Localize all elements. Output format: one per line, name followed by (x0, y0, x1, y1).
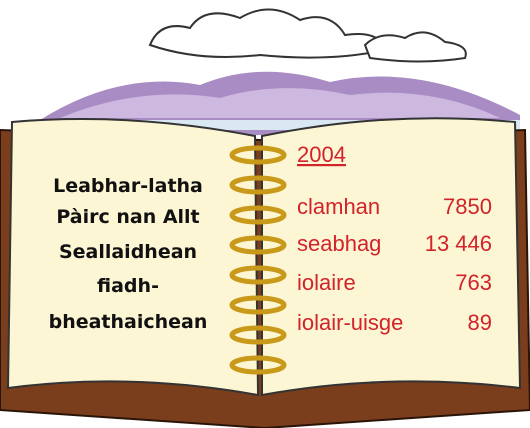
year: 2004 (297, 142, 346, 167)
bird-count: 7850 (443, 194, 492, 219)
illustration: Leabhar-latha Pàirc nan Allt Seallaidhea… (0, 0, 530, 428)
bird-name: iolaire (297, 270, 356, 295)
title-line: Leabhar-latha (53, 175, 203, 197)
bird-name: clamhan (297, 194, 380, 219)
title-line: fiadh- (97, 275, 159, 297)
landscape (20, 9, 520, 135)
bird-count: 763 (455, 270, 492, 295)
bird-name: seabhag (297, 231, 381, 256)
bird-count: 89 (468, 310, 492, 335)
title-line: Seallaidhean (59, 241, 197, 263)
bird-count: 13 446 (425, 231, 492, 256)
title-line: bheathaichean (49, 311, 208, 333)
notebook (0, 118, 530, 428)
title-line: Pàirc nan Allt (56, 206, 199, 228)
bird-name: iolair-uisge (297, 310, 403, 335)
